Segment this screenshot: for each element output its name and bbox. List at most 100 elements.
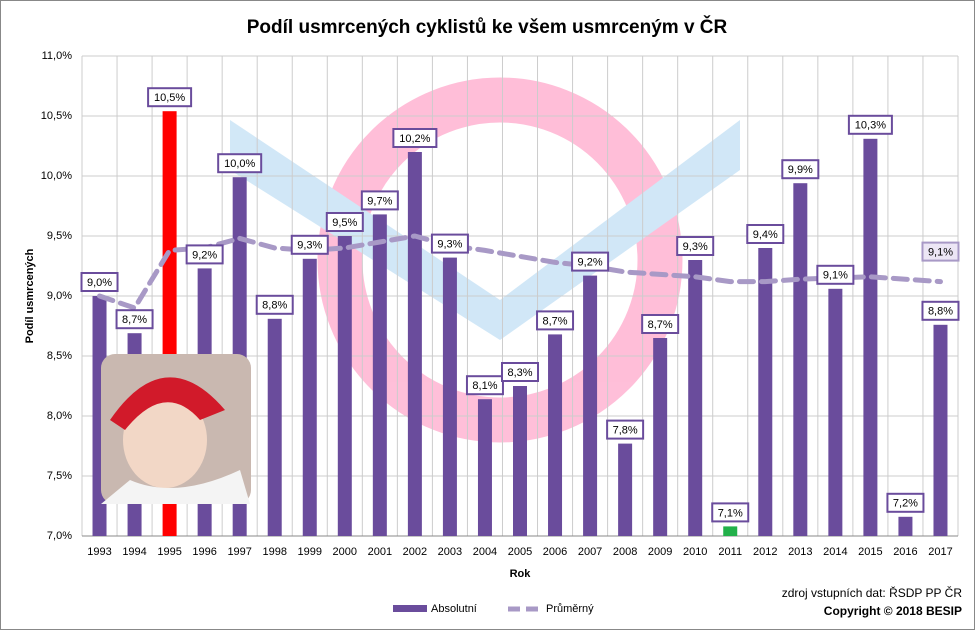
legend-swatch: [393, 605, 427, 612]
y-axis-label: Podíl usmrcených: [24, 248, 36, 343]
y-tick-label: 9,5%: [47, 230, 72, 242]
chart-title: Podíl usmrcených cyklistů ke všem usmrce…: [247, 16, 728, 38]
x-tick-label: 2006: [543, 546, 567, 558]
value-label-box: [886, 492, 925, 513]
x-tick-label: 1998: [262, 546, 286, 558]
bar: [933, 324, 948, 536]
bar: [863, 138, 878, 537]
value-label-box: [217, 153, 263, 174]
value-label-box: [746, 224, 785, 244]
source: zdroj vstupních dat: ŘSDP PP ČR: [782, 585, 963, 600]
copyright: Copyright © 2018 BESIP: [824, 604, 962, 618]
bar: [758, 248, 773, 536]
photo: [101, 354, 251, 504]
y-tick-label: 7,5%: [47, 470, 72, 482]
x-tick-label: 2013: [788, 546, 812, 558]
y-tick-label: 11,0%: [42, 50, 73, 62]
value-label: 8,1%: [472, 380, 497, 392]
x-tick-label: 1997: [227, 546, 251, 558]
bar: [828, 288, 843, 536]
bar: [513, 386, 527, 536]
value-label: 9,0%: [87, 277, 112, 289]
value-label: 7,1%: [718, 507, 743, 519]
value-label: 7,2%: [893, 498, 918, 510]
y-tick-label: 9,0%: [47, 290, 72, 302]
value-label: 9,3%: [297, 240, 322, 252]
bar: [302, 258, 317, 536]
value-label-box: [80, 272, 119, 292]
value-label: 9,2%: [192, 249, 217, 261]
x-tick-label: 2016: [893, 546, 917, 558]
x-tick-label: 2004: [473, 546, 497, 558]
bar: [793, 183, 808, 536]
value-label-box: [360, 190, 399, 211]
y-tick-label: 10,5%: [41, 110, 72, 122]
x-axis-label: Rok: [510, 568, 532, 580]
x-tick-label: 2007: [578, 546, 602, 558]
value-label-box: [501, 362, 539, 382]
value-label: 9,4%: [753, 229, 778, 241]
value-label-box: [816, 264, 855, 285]
value-label: 9,2%: [578, 257, 603, 269]
value-label: 10,2%: [399, 133, 430, 145]
x-tick-label: 1995: [157, 546, 181, 558]
x-tick-label: 1996: [192, 546, 216, 558]
value-label-box: [921, 300, 960, 321]
legend-label: Průměrný: [546, 603, 594, 615]
value-label: 9,3%: [683, 241, 708, 253]
value-label-box: [185, 244, 224, 265]
value-label: 9,5%: [332, 217, 357, 229]
value-label-box: [147, 87, 193, 108]
x-tick-label: 1994: [122, 546, 146, 558]
bar: [548, 334, 563, 536]
bar: [618, 443, 633, 536]
value-label-box: [430, 233, 469, 254]
value-label-box: [606, 419, 645, 440]
bar: [723, 526, 738, 536]
value-label: 9,3%: [437, 239, 462, 251]
legend-label: Absolutní: [431, 603, 477, 615]
x-tick-label: 2000: [333, 546, 357, 558]
x-tick-label: 2002: [403, 546, 427, 558]
x-tick-label: 2012: [753, 546, 777, 558]
line: [97, 233, 943, 312]
value-label: 7,8%: [613, 425, 638, 437]
value-label-box: [641, 314, 680, 334]
value-label-box: [781, 159, 820, 180]
value-label-box: [392, 128, 438, 148]
value-label-box: [847, 114, 893, 135]
value-label: 9,1%: [928, 247, 953, 259]
value-label: 10,5%: [154, 92, 185, 104]
bar: [688, 260, 703, 536]
value-label-box: [325, 212, 364, 232]
value-label: 10,0%: [224, 158, 255, 170]
value-label-box: [711, 502, 750, 523]
value-label-box: [465, 375, 504, 396]
bar: [442, 257, 457, 536]
y-tick-label: 7,0%: [47, 530, 72, 542]
x-tick-label: 2005: [508, 546, 532, 558]
x-tick-label: 2015: [858, 546, 882, 558]
x-tick-label: 2003: [438, 546, 462, 558]
bar: [898, 516, 913, 536]
value-label: 8,8%: [928, 306, 953, 318]
bar: [407, 152, 422, 536]
x-tick-label: 2008: [613, 546, 637, 558]
bar: [337, 236, 352, 536]
value-label-box: [255, 294, 294, 315]
value-label-box: [676, 236, 715, 256]
x-tick-label: 1999: [298, 546, 322, 558]
value-label-box: [536, 310, 575, 331]
bar: [372, 214, 387, 536]
value-label: 8,7%: [122, 314, 147, 326]
x-tick-label: 2011: [718, 546, 742, 558]
value-label-box: [115, 309, 154, 330]
value-label-box: [921, 241, 960, 262]
value-label: 9,7%: [367, 195, 392, 207]
value-label: 9,9%: [788, 164, 813, 176]
value-label: 8,7%: [648, 319, 673, 331]
y-tick-label: 8,0%: [47, 410, 72, 422]
bar: [477, 399, 492, 536]
bar: [583, 275, 598, 536]
